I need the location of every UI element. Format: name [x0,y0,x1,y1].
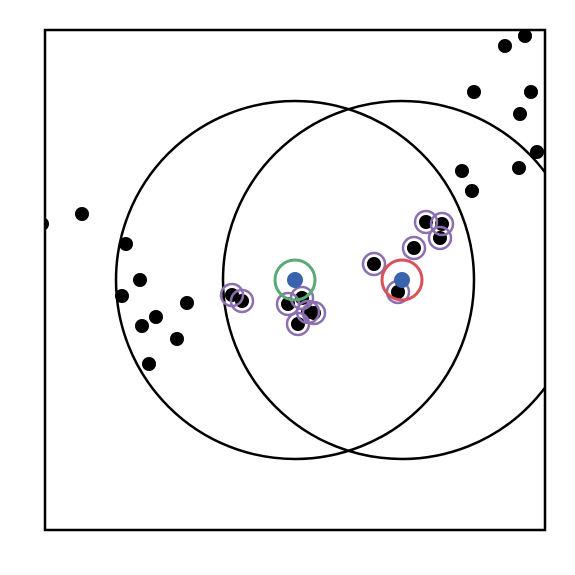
data-point [170,332,184,346]
data-point [518,30,532,43]
data-point [465,184,479,198]
plot-area [45,30,545,461]
data-point [119,237,133,251]
data-point [142,357,156,371]
data-point [149,310,163,324]
highlighted-point-ring [361,251,387,277]
data-point [467,85,481,99]
data-point [135,319,149,333]
data-point [455,164,469,178]
plot-frame [43,28,547,532]
highlighted-point-ring [401,235,427,261]
data-point [115,289,129,303]
data-point [524,85,538,99]
highlighted-point-ring [289,285,315,311]
highlighted-point-ring [429,211,455,237]
center-ring-red [380,258,424,302]
neighborhood-circle-1 [114,99,476,461]
data-point [133,273,147,287]
data-point [530,145,544,159]
data-point [180,296,194,310]
data-point [45,217,49,231]
data-point [419,215,433,229]
data-point [407,241,421,255]
data-point [498,39,512,53]
highlighted-point-ring [413,209,439,235]
data-point [391,285,405,299]
center-ring-green [273,258,317,302]
data-point [513,107,527,121]
data-point [367,257,381,271]
highlighted-point-ring [285,311,311,337]
center-point-1 [287,272,303,288]
data-point [291,317,305,331]
data-point [75,207,89,221]
highlighted-point-ring [229,288,255,314]
data-point [512,161,526,175]
center-point-2 [394,272,410,288]
neighborhood-circle-2 [221,99,545,461]
highlighted-point-ring [427,225,453,251]
